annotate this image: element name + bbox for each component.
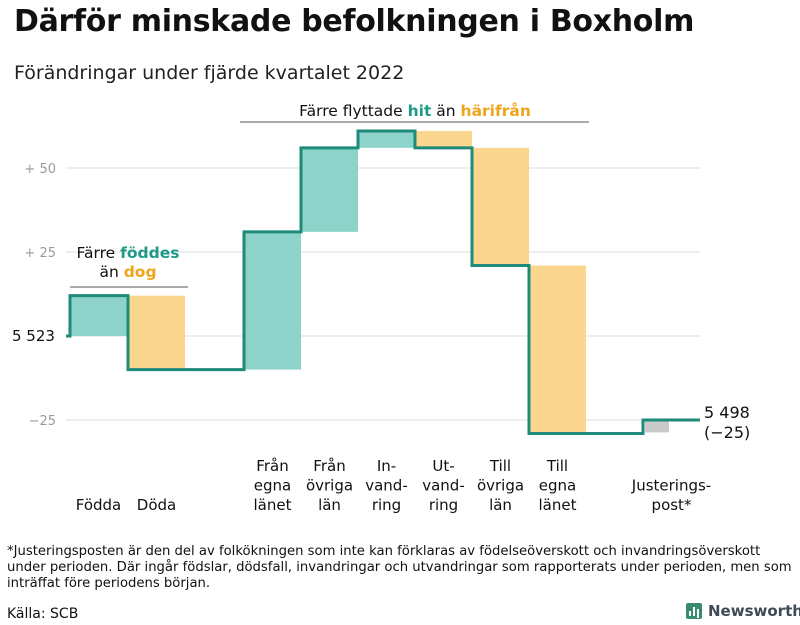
y-tick-label: + 50 <box>24 162 56 177</box>
category-label: län <box>489 496 512 514</box>
category-label: vand- <box>422 477 465 495</box>
category-label: Ut- <box>432 457 454 475</box>
category-label: övriga <box>306 477 353 495</box>
chart-title: Därför minskade befolkningen i Boxholm <box>14 4 695 39</box>
category-label: Justerings- <box>631 477 711 495</box>
category-label: In- <box>377 457 396 475</box>
chart-subtitle: Förändringar under fjärde kvartalet 2022 <box>14 62 405 84</box>
category-label: länet <box>254 496 292 514</box>
bar-1 <box>70 295 127 336</box>
cumulative-step-line <box>66 129 700 435</box>
category-label: ring <box>429 496 458 514</box>
category-label: Döda <box>137 496 176 514</box>
category-label: Födda <box>76 496 122 514</box>
bar-2 <box>128 295 185 370</box>
source-label: Källa: SCB <box>7 606 79 622</box>
category-label: Till <box>489 457 511 475</box>
category-label: egna <box>539 477 576 495</box>
category-label: Från <box>313 457 345 475</box>
category-label: egna <box>254 477 291 495</box>
bar-chart-icon <box>686 603 702 619</box>
bar-9 <box>645 420 669 433</box>
annotation-births-deaths-line2: än dog <box>99 263 156 281</box>
category-label: Från <box>256 457 288 475</box>
bar-7 <box>472 147 529 266</box>
brand-name: Newsworthy <box>708 602 800 620</box>
category-label: länet <box>539 496 577 514</box>
category-label: vand- <box>365 477 408 495</box>
bar-4 <box>301 147 358 232</box>
baseline-label: 5 523 <box>12 327 55 345</box>
waterfall-chart: + 25 + 50 −25 5 523 5 498(−25) Födda Döda Från e… <box>12 101 750 514</box>
bar-8 <box>529 265 586 434</box>
footnote: *Justeringsposten är den del av folkökni… <box>7 544 792 591</box>
category-label: övriga <box>477 477 524 495</box>
end-value-label: 5 498 <box>704 403 750 422</box>
y-tick-label: + 25 <box>24 246 56 261</box>
bar-5 <box>358 131 415 148</box>
category-label: ring <box>372 496 401 514</box>
bar-3 <box>244 231 301 370</box>
category-label: län <box>318 496 341 514</box>
annotation-births-deaths: Färre föddes <box>77 244 180 262</box>
brand-logo: Newsworthy <box>686 602 800 620</box>
bar-6 <box>415 131 472 148</box>
y-tick-label: −25 <box>29 414 56 429</box>
annotation-migration: Färre flyttade hit än härifrån <box>299 101 531 120</box>
category-label: post* <box>652 496 692 514</box>
category-label: Till <box>546 457 568 475</box>
end-value-label: (−25) <box>704 423 750 442</box>
